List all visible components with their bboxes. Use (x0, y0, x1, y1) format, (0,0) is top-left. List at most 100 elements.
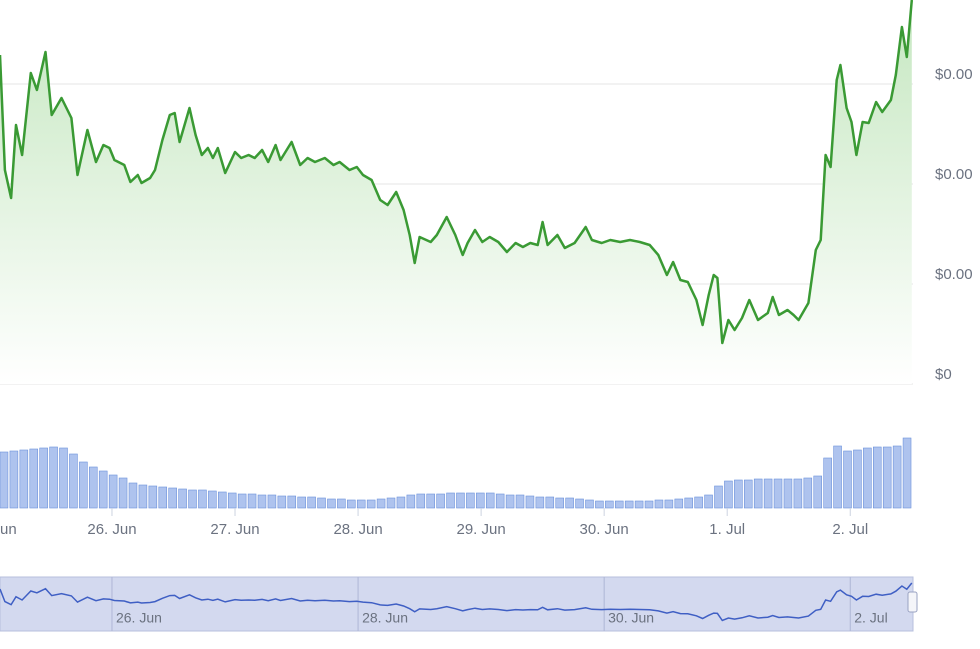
navigator-line (0, 582, 913, 622)
volume-bar (49, 446, 58, 509)
volume-bar (287, 495, 297, 509)
x-tick-label: 28. Jun (333, 521, 382, 538)
volume-bar (327, 498, 336, 509)
x-tick-label: 2. Jul (832, 521, 868, 538)
x-tick-label: 26. Jun (87, 521, 136, 538)
volume-bar (386, 497, 396, 509)
volume-bar (565, 497, 574, 509)
volume-bar (664, 499, 674, 509)
price-line (0, 0, 914, 345)
volume-bar (237, 493, 247, 509)
volume-bar (317, 497, 326, 509)
volume-bar (247, 493, 257, 509)
volume-bar (188, 489, 197, 509)
volume-bar (39, 447, 48, 509)
volume-bar (436, 493, 445, 509)
volume-bar (227, 492, 237, 509)
navigator-bg (0, 576, 914, 632)
volume-bar (307, 496, 316, 509)
volume-bar (158, 486, 168, 509)
volume-bar (476, 492, 485, 509)
y-tick-label: $0.00 (935, 166, 973, 183)
volume-bar (277, 495, 287, 509)
volume-bar (654, 499, 664, 509)
volume-bar (734, 479, 743, 509)
volume-bar (466, 492, 475, 509)
volume-bar (773, 478, 783, 509)
volume-bar (823, 457, 832, 509)
volume-bar (446, 492, 455, 509)
volume-bar (863, 447, 872, 509)
volume-bar (515, 494, 525, 509)
volume-bar (218, 491, 227, 509)
volume-bar (108, 474, 118, 509)
volume-bar (267, 494, 277, 509)
volume-bar (674, 498, 684, 509)
volume-bar (605, 500, 614, 509)
volume-bar (178, 488, 187, 509)
volume-bar (148, 485, 158, 509)
volume-bar (198, 489, 207, 509)
y-tick-label: $0.00 (935, 266, 973, 283)
volume-bar (614, 500, 624, 509)
volume-bar (98, 470, 108, 509)
volume-bar (753, 478, 763, 509)
volume-bar (882, 446, 892, 509)
volume-bar (783, 478, 793, 509)
volume-bar (337, 498, 346, 509)
x-tick-label: un (0, 521, 17, 538)
volume-bar (9, 450, 19, 509)
volume-bar (644, 500, 654, 509)
volume-bar (376, 498, 386, 509)
volume-bar (704, 494, 713, 509)
volume-bar (793, 478, 803, 509)
volume-bar (535, 496, 545, 509)
navigator-tick-label: 28. Jun (362, 610, 408, 626)
price-area (0, 0, 912, 384)
volume-bar (684, 497, 693, 509)
volume-bar (495, 493, 505, 509)
volume-bar (456, 492, 465, 509)
volume-bar (813, 475, 822, 509)
volume-bar (853, 449, 862, 509)
volume-bar (485, 492, 495, 509)
volume-bar (396, 496, 406, 509)
volume-bar (59, 447, 68, 509)
volume-bar (29, 448, 39, 509)
volume-bar (416, 493, 426, 509)
x-tick-label: 29. Jun (456, 521, 505, 538)
volume-bar (714, 485, 723, 509)
volume-bar (168, 487, 177, 509)
volume-bar (724, 480, 733, 509)
volume-bar (208, 490, 217, 509)
volume-bar (843, 450, 852, 509)
volume-bar (694, 496, 703, 509)
volume-bar (505, 494, 515, 509)
volume-bar (128, 482, 138, 509)
volume-bar (257, 494, 267, 509)
volume-bar (743, 479, 753, 509)
navigator-tick-label: 30. Jun (608, 610, 654, 626)
volume-bar (426, 493, 435, 509)
volume-bar (406, 494, 416, 509)
volume-bar (763, 478, 773, 509)
volume-bar (347, 499, 356, 509)
y-tick-label: $0.00 (935, 66, 973, 83)
volume-bar (833, 445, 842, 509)
volume-bar (297, 496, 306, 509)
navigator-tick-label: 26. Jun (116, 610, 162, 626)
volume-bar (873, 446, 882, 509)
volume-bar (624, 500, 634, 509)
navigator-handle (907, 591, 918, 613)
volume-bar (575, 498, 584, 509)
volume-bar (89, 466, 98, 509)
volume-bar (19, 449, 29, 509)
volume-bar (525, 495, 535, 509)
volume-bar (69, 453, 78, 509)
volume-bar (118, 477, 128, 509)
volume-bar (0, 451, 9, 509)
volume-bar (545, 496, 555, 509)
volume-bar (595, 500, 604, 509)
